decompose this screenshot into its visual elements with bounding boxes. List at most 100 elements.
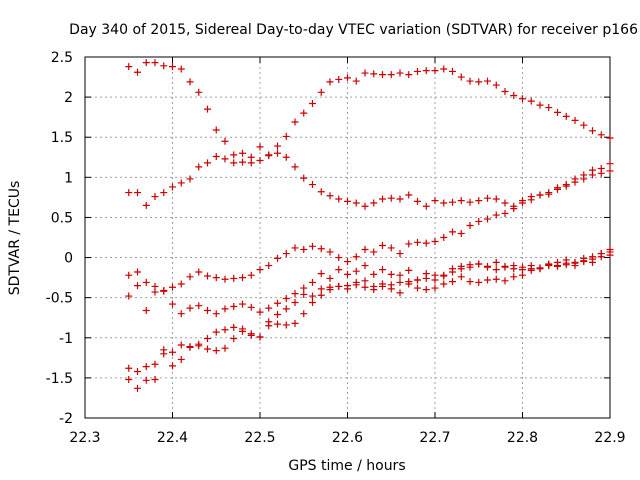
data-point-s6	[151, 375, 159, 383]
data-point-s6	[239, 325, 246, 333]
data-point-s3	[177, 280, 185, 288]
data-point-s2	[204, 159, 211, 167]
data-point-s1	[195, 88, 203, 96]
data-point-s3	[580, 175, 588, 183]
data-point-s6	[449, 278, 456, 286]
data-point-s1	[396, 69, 404, 77]
chart-title: Day 340 of 2015, Sidereal Day-to-day VTE…	[69, 22, 638, 38]
data-point-s3	[431, 238, 439, 246]
data-point-s3	[169, 283, 176, 291]
y-tick-label: 0.5	[51, 210, 73, 226]
data-point-s1	[256, 143, 264, 151]
data-point-s6	[256, 333, 264, 341]
data-point-s1	[151, 59, 159, 67]
data-point-s1	[274, 142, 281, 150]
data-point-s4	[204, 307, 211, 315]
data-point-s5	[204, 335, 211, 343]
data-point-s5	[291, 298, 299, 306]
data-point-s6	[597, 250, 605, 258]
data-point-s1	[335, 75, 343, 83]
data-point-s1	[309, 100, 316, 108]
data-point-s6	[370, 286, 378, 294]
data-point-s1	[317, 88, 325, 96]
data-point-s1	[580, 121, 588, 129]
data-point-s5	[449, 268, 456, 276]
data-point-s3	[125, 292, 133, 300]
data-point-s5	[466, 263, 474, 271]
data-point-s6	[379, 280, 386, 288]
data-point-s3	[326, 248, 334, 256]
y-tick-label: 2	[64, 90, 73, 106]
data-point-s1	[440, 65, 448, 73]
data-point-s5	[492, 258, 500, 266]
data-point-s2	[265, 152, 273, 160]
data-point-s2	[317, 188, 325, 196]
data-point-s5	[440, 272, 448, 280]
data-point-s2	[361, 202, 369, 210]
data-point-s1	[492, 81, 500, 89]
data-point-s3	[134, 282, 141, 290]
data-point-s2	[335, 195, 343, 203]
data-point-s5	[431, 271, 439, 279]
x-tick-label: 22.7	[419, 430, 450, 446]
data-point-s4	[134, 268, 141, 276]
data-point-s2	[606, 160, 614, 168]
data-point-s4	[186, 304, 194, 312]
data-point-s4	[230, 302, 238, 310]
data-point-s5	[484, 262, 491, 270]
data-point-s3	[414, 238, 421, 246]
data-point-s4	[212, 310, 220, 318]
data-point-s3	[562, 182, 570, 190]
data-point-s5	[274, 311, 281, 319]
data-point-s2	[291, 163, 299, 171]
data-point-s2	[309, 181, 316, 189]
data-point-s6	[177, 355, 185, 363]
data-point-s6	[589, 253, 596, 261]
data-point-s3	[204, 272, 211, 280]
data-point-s1	[125, 63, 133, 71]
data-point-s4	[195, 302, 203, 310]
data-point-s6	[335, 282, 343, 290]
data-point-s4	[291, 290, 299, 298]
data-point-s5	[414, 276, 421, 284]
data-point-s2	[186, 175, 194, 183]
data-point-s3	[370, 248, 378, 256]
data-point-s3	[396, 250, 404, 258]
data-point-s4	[177, 310, 185, 318]
data-point-s2	[195, 163, 203, 171]
data-point-s5	[475, 260, 483, 268]
data-point-s3	[291, 244, 299, 252]
data-point-s6	[431, 284, 439, 292]
data-point-s6	[344, 282, 351, 290]
data-point-s6	[545, 262, 553, 270]
data-point-s5	[422, 274, 430, 282]
data-point-s1	[344, 74, 351, 82]
data-point-s6	[265, 318, 273, 326]
data-point-s3	[554, 184, 561, 192]
data-point-s2	[466, 198, 474, 206]
data-point-s5	[134, 367, 141, 375]
data-point-s1	[449, 67, 456, 75]
data-point-s1	[291, 118, 299, 126]
data-point-s4	[274, 299, 281, 307]
data-point-s6	[440, 280, 448, 288]
data-point-s3	[335, 254, 343, 262]
y-axis-label: SDTVAR / TECUs	[7, 181, 23, 296]
data-point-s2	[475, 197, 483, 205]
data-point-s6	[300, 310, 308, 318]
data-point-s3	[344, 258, 351, 266]
data-point-s5	[169, 348, 176, 356]
data-point-s1	[414, 67, 421, 75]
data-point-s6	[466, 278, 474, 286]
data-point-s1	[519, 95, 526, 103]
data-point-s4	[142, 278, 150, 286]
data-point-s1	[169, 63, 176, 71]
data-point-s1	[160, 62, 168, 70]
data-point-s5	[230, 323, 238, 331]
data-point-s3	[282, 250, 290, 258]
y-tick-label: 0	[64, 251, 73, 267]
data-point-s2	[396, 195, 404, 203]
data-point-s2	[134, 189, 141, 197]
data-point-s2	[125, 189, 133, 197]
